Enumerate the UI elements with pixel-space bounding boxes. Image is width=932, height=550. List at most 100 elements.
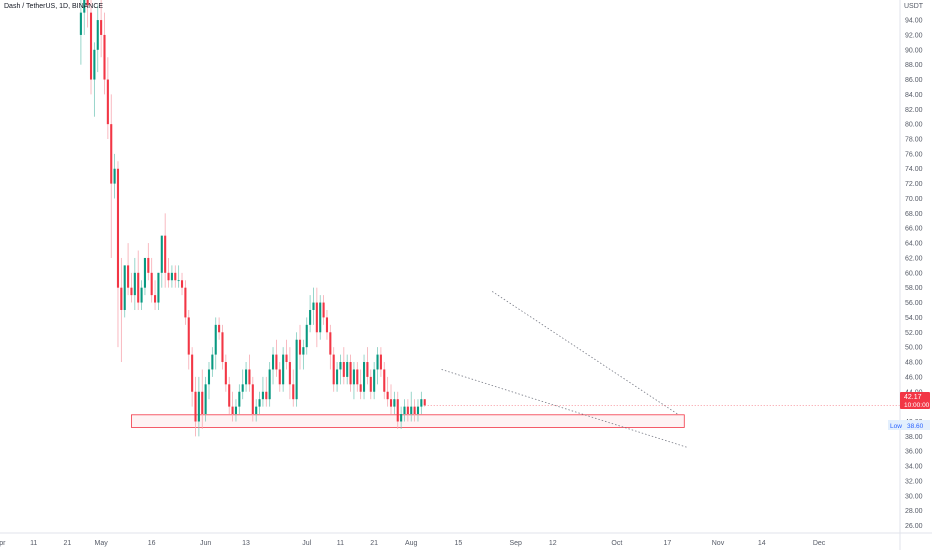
candle-body	[83, 0, 86, 13]
candle-body	[379, 354, 382, 370]
candle-body	[86, 0, 89, 6]
price-tick-label: 38.00	[905, 434, 923, 441]
candle-body	[100, 20, 103, 35]
candle-body	[420, 399, 423, 407]
price-tick-label: 62.00	[905, 255, 923, 262]
candle-body	[194, 391, 197, 422]
price-tick-label: 76.00	[905, 151, 923, 158]
time-axis[interactable]: Apr 11 21 May 16 Jun 13 Jul 11 21 Aug 15 Sep 12 Oct 17 N…	[0, 532, 932, 547]
candle-body	[245, 369, 248, 385]
time-tick-label: 17	[664, 540, 672, 547]
candle-body	[160, 235, 163, 273]
candle-body	[218, 324, 221, 333]
candle-body	[133, 272, 136, 296]
candle-body	[167, 272, 170, 281]
candle-body	[137, 272, 140, 303]
candle-body	[224, 362, 227, 385]
candle-body	[261, 391, 264, 400]
candle-body	[241, 384, 244, 392]
currency-label: USDT	[904, 3, 924, 10]
price-tick-label: 60.00	[905, 270, 923, 277]
candle-body	[268, 369, 271, 400]
time-tick-label: 13	[242, 540, 250, 547]
candle-body	[288, 362, 291, 385]
candles-layer	[79, 0, 426, 437]
time-tick-label: Nov	[712, 540, 725, 547]
candle-body	[285, 354, 288, 363]
candle-body	[410, 406, 413, 415]
low-label: Low	[890, 423, 902, 430]
price-tick-label: 84.00	[905, 92, 923, 99]
price-tick-label: 36.00	[905, 449, 923, 456]
candle-body	[373, 369, 376, 392]
candle-body	[164, 235, 167, 273]
price-tick-label: 48.00	[905, 360, 923, 367]
candle-body	[177, 280, 180, 282]
candle-body	[295, 339, 298, 400]
candle-body	[110, 124, 113, 184]
candle-body	[332, 354, 335, 385]
candle-body	[393, 399, 396, 407]
candle-body	[174, 272, 177, 281]
candle-body	[147, 257, 150, 273]
price-tick-label: 56.00	[905, 300, 923, 307]
candle-body	[292, 384, 295, 400]
candle-body	[187, 317, 190, 355]
candle-body	[319, 302, 322, 333]
candle-body	[251, 384, 254, 415]
price-tick-label: 82.00	[905, 107, 923, 114]
candle-body	[130, 287, 133, 296]
candle-body	[180, 280, 184, 288]
price-tick-label: 32.00	[905, 478, 923, 485]
price-tick-label: 88.00	[905, 62, 923, 69]
time-tick-label: 21	[64, 540, 72, 547]
candle-body	[278, 369, 281, 385]
trendlines-layer	[424, 291, 900, 448]
time-tick-label: 16	[148, 540, 156, 547]
price-tick-label: 80.00	[905, 122, 923, 129]
price-tick-label: 68.00	[905, 211, 923, 218]
candle-body	[322, 302, 325, 318]
price-tick-label: 90.00	[905, 47, 923, 54]
symbol-title[interactable]: Dash / TetherUS, 1D, BINANCE	[4, 3, 103, 10]
candle-body	[383, 369, 386, 392]
candle-body	[248, 369, 251, 385]
time-tick-label: Jun	[200, 540, 211, 547]
candle-body	[221, 332, 224, 363]
candle-body	[416, 406, 420, 415]
price-tick-label: 52.00	[905, 330, 923, 337]
price-axis[interactable]: 94.00 92.00 90.00 88.00 86.00 84.00 82.00 80.00…	[899, 0, 923, 550]
candle-body	[234, 406, 237, 415]
candle-body	[170, 272, 173, 281]
current-price-tag: 42.17 10:00:00	[900, 392, 930, 409]
low-price-tag: Low 38.60	[888, 420, 930, 430]
candle-body	[116, 168, 120, 288]
candle-countdown: 10:00:00	[904, 402, 930, 409]
candle-body	[228, 384, 231, 407]
candle-body	[336, 369, 339, 385]
candle-body	[79, 12, 82, 35]
candle-body	[386, 391, 389, 400]
candle-body	[207, 369, 211, 385]
price-tick-label: 26.00	[905, 523, 923, 530]
candle-body	[191, 354, 194, 392]
candle-body	[120, 287, 123, 310]
candle-body	[403, 406, 406, 415]
price-tick-label: 78.00	[905, 137, 923, 144]
current-price-value: 42.17	[904, 394, 922, 401]
candle-body	[143, 257, 146, 288]
candle-body	[312, 302, 315, 310]
candle-body	[214, 324, 217, 355]
candle-body	[329, 332, 332, 355]
price-tick-label: 70.00	[905, 196, 923, 203]
price-tick-label: 72.00	[905, 181, 923, 188]
price-tick-label: 30.00	[905, 493, 923, 500]
candle-body	[369, 376, 372, 392]
candle-body	[349, 362, 352, 385]
time-tick-label: 14	[758, 540, 766, 547]
candle-body	[346, 362, 349, 377]
candle-body	[315, 302, 318, 333]
candle-body	[356, 369, 359, 385]
